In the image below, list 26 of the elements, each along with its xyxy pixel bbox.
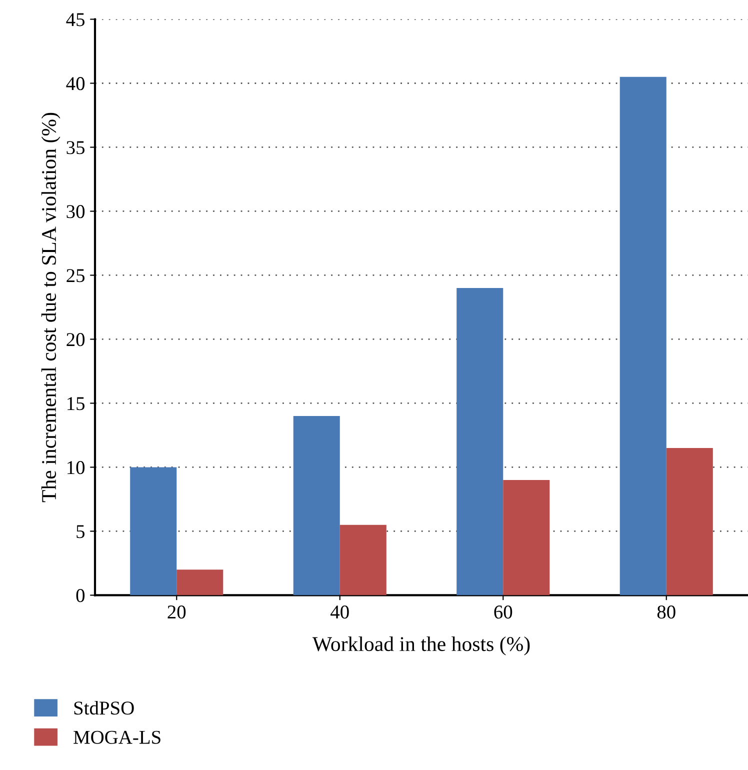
bar bbox=[176, 570, 224, 596]
x-tick-label: 20 bbox=[168, 605, 186, 619]
x-tick-label: 60 bbox=[494, 605, 512, 619]
bar bbox=[620, 76, 666, 596]
y-tick-label: 5 bbox=[76, 525, 85, 538]
bar bbox=[293, 416, 340, 596]
y-tick-label: 30 bbox=[66, 205, 85, 218]
y-tick-label: 25 bbox=[66, 269, 85, 282]
y-tick-label: 45 bbox=[66, 13, 85, 26]
bar bbox=[340, 524, 386, 596]
bar bbox=[503, 480, 550, 596]
y-tick-label: 40 bbox=[66, 77, 85, 90]
x-tick-label: 80 bbox=[657, 605, 676, 619]
legend-label: StdPSO bbox=[74, 700, 134, 715]
y-tick-label: 15 bbox=[68, 397, 85, 410]
bar bbox=[666, 448, 713, 596]
legend-label: MOGA-LS bbox=[74, 730, 160, 744]
x-axis-title: Workload in the hosts (%) bbox=[312, 636, 530, 656]
bar bbox=[456, 288, 504, 596]
y-tick-label: 10 bbox=[68, 461, 85, 474]
y-tick-label: 0 bbox=[76, 589, 85, 602]
y-tick-label: 20 bbox=[66, 333, 85, 346]
bar bbox=[130, 467, 177, 596]
y-axis-title: The incremental cost due to SLA violation (%) bbox=[41, 112, 60, 502]
y-tick-label: 35 bbox=[66, 141, 85, 154]
x-tick-label: 40 bbox=[330, 605, 349, 619]
